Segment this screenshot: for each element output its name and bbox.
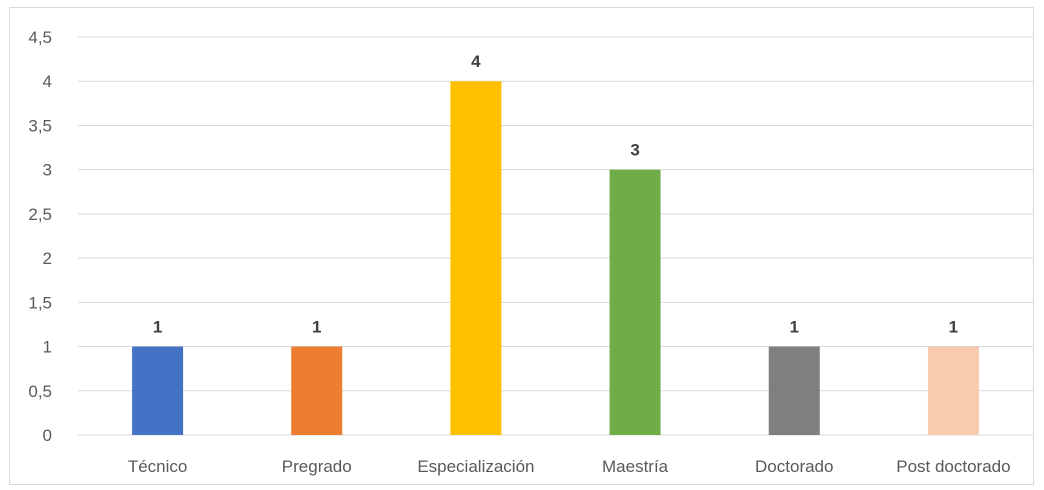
data-labels: 1 1 4 3 1 1 (153, 52, 958, 336)
y-tick-label: 0 (43, 426, 52, 445)
x-tick-label: Doctorado (755, 457, 833, 476)
y-axis-tick-labels: 0 0,5 1 1,5 2 2,5 3 3,5 4 4,5 (28, 28, 52, 445)
bar (609, 169, 661, 435)
y-tick-label: 4 (43, 72, 52, 91)
bar (291, 346, 343, 435)
bar (768, 346, 820, 435)
gridlines (78, 36, 1033, 436)
data-label: 4 (471, 52, 481, 71)
bar (132, 346, 184, 435)
bars (132, 81, 979, 435)
y-tick-label: 0,5 (28, 382, 52, 401)
y-tick-label: 3,5 (28, 116, 52, 135)
data-label: 1 (949, 318, 958, 337)
y-tick-label: 1,5 (28, 293, 52, 312)
data-label: 1 (790, 318, 799, 337)
data-label: 3 (630, 141, 639, 160)
x-tick-label: Técnico (128, 457, 188, 476)
x-tick-label: Post doctorado (896, 457, 1010, 476)
data-label: 1 (153, 318, 162, 337)
x-tick-label: Especialización (417, 457, 534, 476)
y-tick-label: 2,5 (28, 205, 52, 224)
y-tick-label: 3 (43, 161, 52, 180)
bar (450, 81, 502, 435)
y-tick-label: 4,5 (28, 28, 52, 47)
x-axis-tick-labels: Técnico Pregrado Especialización Maestría Do… (128, 457, 1011, 476)
x-tick-label: Maestría (602, 457, 669, 476)
data-label: 1 (312, 318, 321, 337)
bar (927, 346, 979, 435)
x-tick-label: Pregrado (282, 457, 352, 476)
y-tick-label: 1 (43, 338, 52, 357)
y-tick-label: 2 (43, 249, 52, 268)
